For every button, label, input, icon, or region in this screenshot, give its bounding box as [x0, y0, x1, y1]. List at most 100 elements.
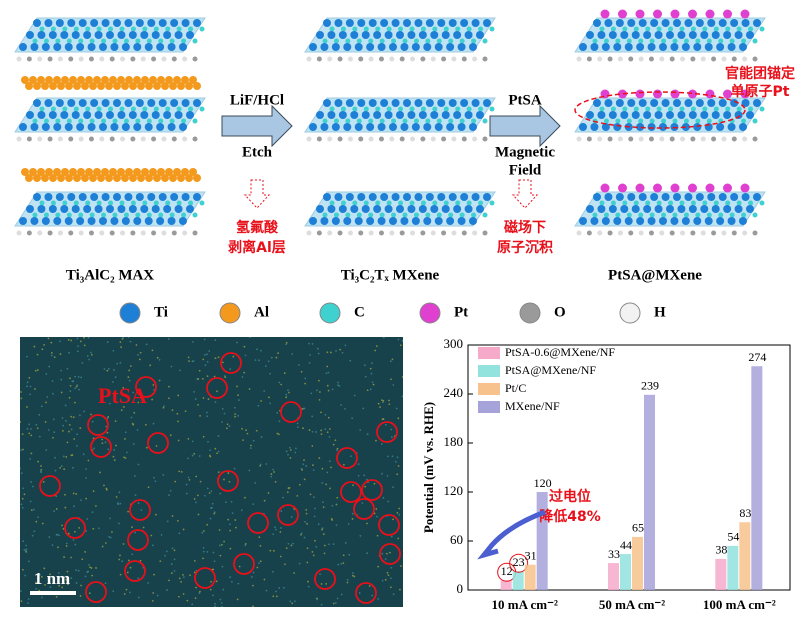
atom: [638, 19, 647, 27]
atom: [30, 217, 39, 225]
atom: [158, 38, 164, 44]
noise: [318, 398, 321, 401]
noise: [21, 506, 24, 509]
annotation: 降低48%: [539, 508, 601, 525]
atom: [670, 9, 680, 19]
noise: [154, 480, 157, 483]
atom: [97, 174, 105, 182]
atom: [87, 217, 96, 225]
atom: [192, 118, 198, 124]
atom: [53, 43, 62, 51]
noise: [158, 358, 161, 361]
atom: [742, 136, 748, 142]
noise: [83, 410, 86, 413]
atom: [460, 19, 469, 27]
noise: [204, 494, 206, 497]
noise: [74, 387, 76, 390]
micrograph-bg: [20, 337, 403, 607]
noise: [69, 377, 71, 380]
atom: [87, 43, 96, 51]
atom: [338, 205, 347, 213]
atom: [389, 217, 397, 225]
noise: [39, 573, 41, 576]
noise: [235, 526, 237, 529]
atom: [653, 9, 662, 19]
noise: [199, 590, 201, 593]
atom: [711, 31, 720, 39]
atom: [47, 230, 53, 236]
atom: [483, 19, 491, 27]
noise: [72, 492, 75, 495]
atom: [668, 200, 674, 206]
noise: [34, 369, 37, 372]
noise: [397, 465, 400, 467]
atom: [659, 43, 667, 51]
atom: [690, 200, 696, 206]
noise: [108, 402, 111, 405]
noise: [40, 471, 43, 474]
noise: [83, 344, 86, 347]
atom: [617, 230, 623, 236]
noise: [223, 412, 226, 415]
noise: [61, 586, 64, 589]
atom: [66, 118, 72, 124]
noise: [193, 390, 196, 393]
noise: [263, 499, 266, 502]
noise: [188, 478, 191, 481]
noise: [384, 423, 387, 426]
noise: [282, 496, 284, 499]
atom: [610, 200, 616, 206]
atom: [117, 31, 126, 39]
atom: [414, 19, 423, 27]
noise: [380, 443, 383, 445]
noise: [398, 507, 401, 510]
atom: [32, 118, 38, 124]
noise: [139, 351, 142, 354]
noise: [139, 559, 142, 562]
noise: [68, 430, 70, 433]
atom: [380, 193, 389, 201]
noise: [40, 575, 43, 578]
atom: [121, 43, 130, 51]
noise: [381, 579, 384, 582]
atom: [85, 168, 93, 176]
scale-label: 1 nm: [34, 569, 70, 588]
noise: [256, 566, 259, 569]
noise: [332, 602, 335, 605]
noise: [132, 443, 135, 445]
pt-marker: [353, 498, 375, 520]
noise: [316, 598, 319, 601]
noise: [285, 343, 288, 346]
atom: [695, 193, 704, 201]
atom: [398, 26, 404, 32]
atom: [125, 168, 133, 176]
noise: [66, 441, 69, 444]
atom: [130, 106, 136, 112]
atom: [391, 99, 400, 107]
noise: [302, 427, 304, 430]
atom: [158, 118, 164, 124]
atom: [41, 82, 49, 90]
atom: [673, 19, 681, 27]
noise: [335, 524, 338, 527]
noise: [159, 560, 162, 563]
noise: [395, 407, 398, 410]
noise: [223, 540, 226, 543]
legend-label: MXene/NF: [505, 399, 560, 413]
noise: [54, 456, 56, 459]
noise: [277, 433, 280, 436]
atom: [177, 174, 185, 182]
atom: [673, 193, 681, 201]
atom: [455, 200, 461, 206]
atom: [471, 38, 477, 44]
noise: [309, 493, 312, 496]
atom: [645, 26, 651, 32]
atom: [451, 136, 457, 142]
atom: [149, 168, 157, 176]
noise: [119, 573, 122, 576]
noise: [300, 370, 303, 373]
noise: [392, 593, 395, 596]
noise: [214, 602, 216, 605]
noise: [79, 340, 82, 343]
atom: [464, 111, 473, 119]
